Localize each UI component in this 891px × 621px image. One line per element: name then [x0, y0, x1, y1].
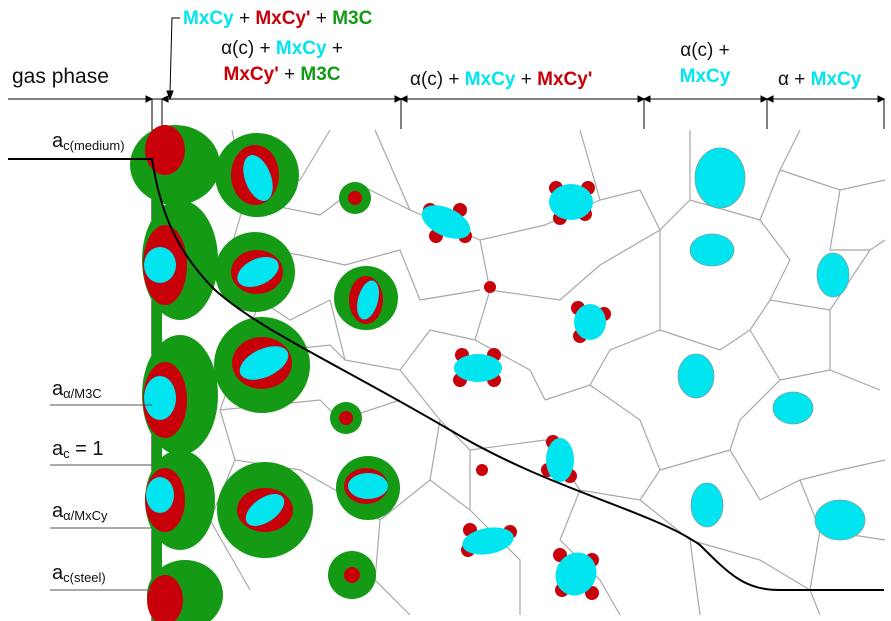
gas-phase-label: gas phase [12, 65, 109, 88]
particle-large [214, 317, 310, 413]
particle-mxcy [772, 391, 814, 425]
zone-dimension-axis [8, 17, 886, 129]
particle-large [215, 232, 295, 312]
zone5-label: α + MxCy [778, 69, 862, 90]
particle-medium [328, 551, 376, 599]
particle-medium [336, 456, 400, 520]
particle-medium [330, 402, 362, 434]
particle-mxcy-mxcy-prime [453, 348, 502, 387]
particle-mxcy [814, 499, 866, 541]
particle-large [217, 462, 313, 558]
particle-mxcy [690, 482, 724, 528]
activity-marker-lines [50, 404, 152, 591]
activity-alpha-m3c-label: aα/M3C [52, 378, 102, 401]
zone4-label-line1: α(c) + [680, 40, 730, 61]
particle-mxcy-prime [476, 464, 488, 476]
zone4-label-line2: MxCy [679, 66, 731, 87]
zone3-label: α(c) + MxCy + MxCy' [410, 69, 593, 90]
particle-mxcy-mxcy-prime [421, 203, 472, 243]
particle-mxcy-prime [484, 281, 496, 293]
activity-steel-label: ac(steel) [52, 562, 106, 585]
particle-mxcy [689, 233, 735, 267]
activity-unity-label: ac = 1 [52, 438, 104, 461]
carbon-activity-profile [8, 158, 884, 591]
precipitates-zone45 [677, 147, 866, 541]
particle-medium [339, 182, 371, 214]
particle-mxcy [816, 252, 850, 298]
particle-large [215, 133, 299, 217]
activity-alpha-mxcy-label: aα/MxCy [52, 500, 108, 523]
particle-medium [334, 266, 398, 330]
zone2-label-line1: α(c) + MxCy + [221, 38, 343, 59]
particle-mxcy-mxcy-prime [549, 181, 595, 225]
particle-mxcy-mxcy-prime [541, 435, 577, 483]
grain-boundaries [209, 129, 886, 616]
precipitates-zone2 [214, 133, 400, 599]
surface-layer [130, 125, 223, 621]
zone1-label: MxCy + MxCy' + M3C [183, 8, 373, 29]
particle-mxcy [694, 147, 746, 209]
particle-mxcy-mxcy-prime [461, 523, 517, 557]
particle-mxcy-mxcy-prime [553, 548, 599, 600]
particle-mxcy [677, 353, 715, 399]
activity-medium-label: ac(medium) [52, 130, 125, 153]
precipitates-zone3 [421, 181, 611, 600]
zone2-label-line2: MxCy' + M3C [223, 64, 341, 85]
particle-mxcy-mxcy-prime [571, 301, 611, 343]
